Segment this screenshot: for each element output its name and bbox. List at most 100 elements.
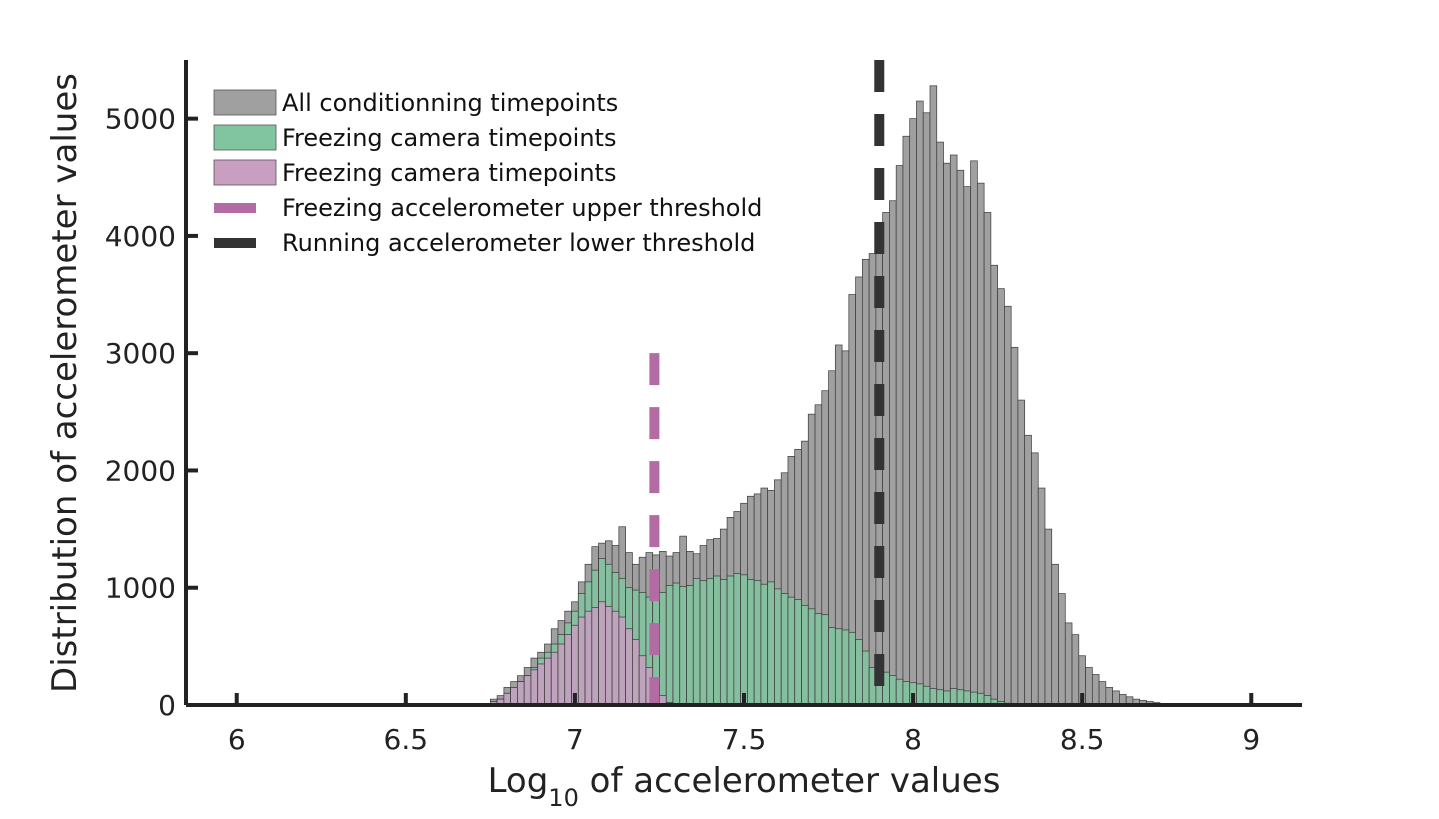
bar-1-52 [841,629,850,706]
legend-label-0: All conditionning timepoints [282,89,618,117]
series-2-bars [490,601,674,706]
bar-0-76 [1004,305,1012,706]
bar-1-69 [956,689,965,706]
bar-1-59 [889,675,897,706]
bar-1-64 [922,685,931,706]
bar-1-45 [794,599,802,706]
bar-0-56 [868,253,877,706]
x-axis-title-rest: of accelerometer values [579,761,1001,801]
bar-1-54 [855,638,863,706]
bar-2-13 [577,616,586,706]
bar-1-25 [659,592,667,706]
x-tick-label: 6.5 [384,723,429,756]
bar-0-84 [1058,593,1066,706]
bar-1-42 [774,588,782,706]
bar-1-63 [916,683,924,706]
bar-0-57 [875,241,884,706]
bar-0-79 [1024,434,1032,706]
bar-1-43 [780,593,789,706]
bar-0-80 [1031,452,1039,706]
bar-0-72 [976,182,985,706]
bar-1-26 [665,585,674,706]
bar-2-7 [537,663,545,706]
bar-0-92 [1112,690,1120,706]
y-tick-label: 4000 [105,220,176,253]
bar-1-27 [672,582,681,706]
legend-label-3: Freezing accelerometer upper threshold [282,194,762,222]
bar-1-51 [834,628,843,706]
bar-2-22 [638,655,647,706]
x-tick-label: 7 [566,723,584,756]
bar-1-53 [848,631,856,706]
bar-0-77 [1010,346,1019,706]
bar-0-85 [1064,622,1073,706]
histogram-bars [490,85,1168,706]
bar-2-9 [550,651,559,706]
bar-1-46 [801,604,809,706]
bar-2-10 [557,643,566,706]
y-tick-label: 3000 [105,337,176,370]
bar-1-28 [679,586,687,706]
bar-2-16 [598,601,606,706]
bar-0-65 [929,85,938,706]
legend-swatch-0 [213,89,277,116]
bar-0-81 [1037,487,1046,706]
bar-1-67 [943,690,951,706]
bar-0-78 [1017,399,1026,706]
x-tick-label: 6 [228,723,246,756]
x-tick-label: 7.5 [722,723,767,756]
bar-2-17 [604,606,613,706]
bar-1-33 [713,575,721,706]
bar-0-64 [922,112,931,706]
y-tick-label: 0 [158,689,176,722]
bar-2-18 [611,610,620,706]
legend-label-4: Running accelerometer lower threshold [282,229,755,257]
bar-2-3 [510,687,518,706]
bar-2-21 [632,638,640,706]
bar-1-50 [828,627,836,706]
bar-0-55 [862,259,870,706]
bar-0-74 [990,264,998,706]
bar-0-82 [1044,528,1053,706]
bar-1-55 [862,650,870,706]
bar-2-6 [530,669,539,706]
bar-1-49 [821,614,829,706]
bar-1-37 [740,574,748,706]
bar-0-67 [943,162,951,706]
y-ticks: 0 1000 2000 3000 4000 5000 [105,103,198,722]
x-ticks: 6 6.5 7 7.5 8 8.5 9 [228,693,1260,756]
legend: All conditionning timepoints Freezing cam… [213,89,762,257]
bar-0-59 [889,200,897,706]
bar-2-20 [625,628,633,706]
bar-0-88 [1085,667,1093,706]
bar-2-19 [618,616,626,706]
bar-1-32 [706,577,714,706]
bar-0-73 [983,212,992,706]
bar-0-66 [936,141,944,706]
bar-1-65 [929,688,938,706]
x-axis-title-subscript: 10 [548,784,579,812]
bar-0-90 [1098,681,1107,706]
bar-2-4 [517,681,525,706]
x-axis-title: Log10 of accelerometer values [488,761,1001,812]
bar-1-61 [902,681,911,706]
bar-0-83 [1051,563,1059,706]
bar-0-70 [963,186,971,706]
bar-0-69 [956,169,965,706]
bar-2-14 [584,610,593,706]
bar-1-68 [949,688,958,706]
bar-1-30 [692,577,701,706]
bar-1-41 [767,581,775,706]
bar-0-86 [1071,634,1080,706]
legend-swatch-1 [213,124,277,151]
bar-2-5 [523,675,532,706]
bar-1-60 [895,678,904,706]
bar-1-70 [963,690,971,706]
bar-0-75 [997,288,1005,706]
bar-1-35 [726,575,735,706]
y-tick-label: 1000 [105,572,176,605]
x-tick-label: 9 [1242,723,1260,756]
bar-1-36 [733,573,741,706]
bar-0-91 [1105,687,1113,706]
